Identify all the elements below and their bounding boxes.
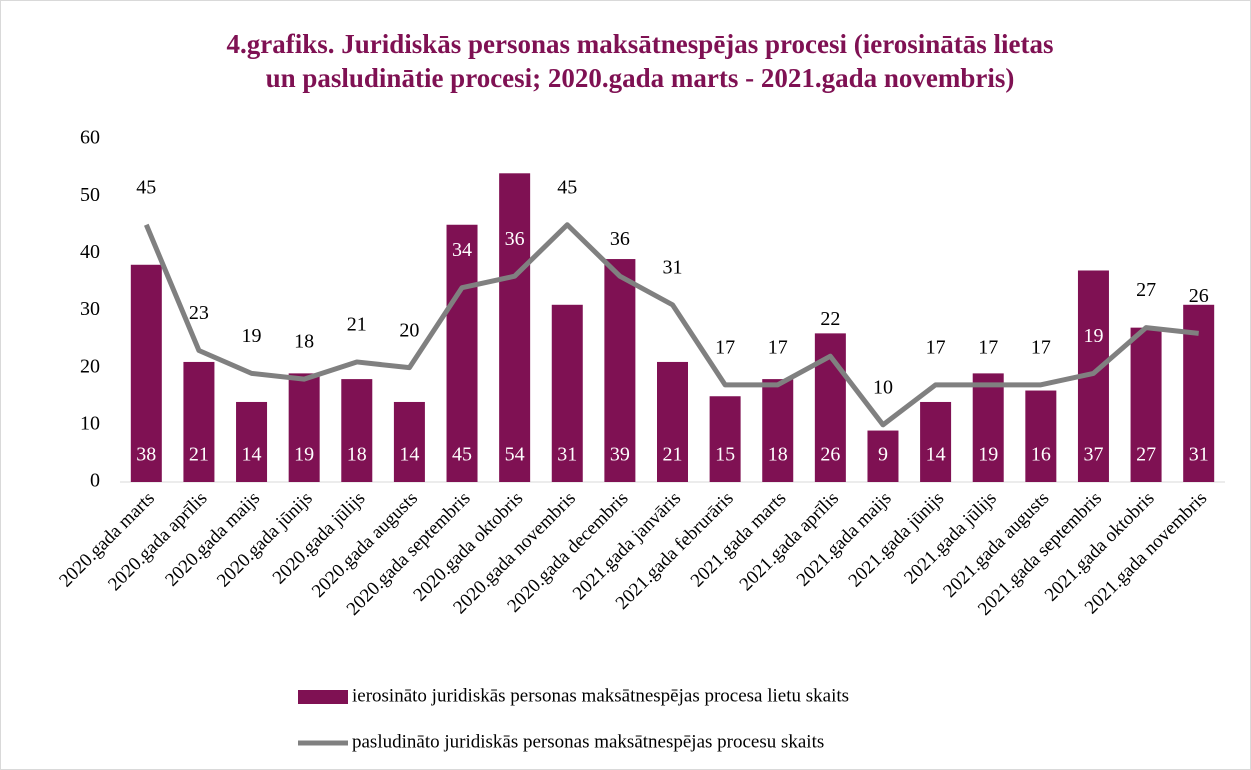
bar — [288, 373, 320, 482]
bar-value-label: 27 — [1136, 444, 1156, 466]
line-value-label: 17 — [768, 336, 788, 358]
line-value-label: 36 — [610, 228, 630, 250]
y-tick-label: 30 — [80, 298, 100, 320]
bar-value-label: 14 — [399, 444, 419, 466]
bar-value-label: 26 — [820, 444, 840, 466]
line-value-label: 20 — [399, 319, 419, 341]
line-value-label: 31 — [663, 256, 683, 278]
bar — [341, 379, 373, 482]
bar — [446, 224, 478, 482]
line-value-label: 17 — [1031, 336, 1051, 358]
bar — [1130, 327, 1162, 482]
bar — [130, 264, 162, 482]
line-value-label: 45 — [557, 176, 577, 198]
line-value-label: 27 — [1136, 279, 1156, 301]
bar-value-label: 21 — [663, 444, 683, 466]
bar-value-label: 19 — [978, 444, 998, 466]
bar-value-label: 21 — [189, 444, 209, 466]
bar — [867, 430, 899, 482]
legend-label: pasludināto juridiskās personas maksātne… — [352, 731, 824, 752]
y-tick-label: 20 — [80, 355, 100, 377]
line-value-label: 17 — [715, 336, 735, 358]
line-value-label: 26 — [1189, 285, 1209, 307]
bar — [762, 379, 794, 482]
line-value-label: 19 — [1083, 325, 1103, 347]
line — [144, 222, 1199, 428]
bar — [236, 401, 268, 482]
bar-value-label: 16 — [1031, 444, 1051, 466]
line-value-label: 45 — [136, 176, 156, 198]
bar-value-label: 31 — [557, 444, 577, 466]
y-tick-label: 60 — [80, 127, 100, 149]
bar-value-label: 18 — [768, 444, 788, 466]
line-value-label: 10 — [873, 376, 893, 398]
y-tick-label: 10 — [80, 412, 100, 434]
legend-swatch — [298, 690, 348, 704]
y-tick-label: 40 — [80, 241, 100, 263]
bar-value-label: 15 — [715, 444, 735, 466]
bar-value-label: 9 — [878, 444, 888, 466]
bar-value-label: 14 — [242, 444, 262, 466]
legend-label: ierosināto juridiskās personas maksātnes… — [352, 685, 849, 706]
line-value-label: 21 — [347, 314, 367, 336]
bar-value-label: 37 — [1083, 444, 1103, 466]
y-tick-label: 50 — [80, 184, 100, 206]
bar-value-label: 14 — [926, 444, 946, 466]
bar — [920, 401, 952, 482]
bar — [551, 304, 583, 482]
bar-value-label: 31 — [1189, 444, 1209, 466]
line-value-label: 22 — [820, 308, 840, 330]
line-value-label: 23 — [189, 302, 209, 324]
line-value-label: 19 — [242, 325, 262, 347]
line-value-label: 36 — [505, 228, 525, 250]
chart-title: 4.grafiks. Juridiskās personas maksātnes… — [226, 29, 1053, 59]
bar-value-label: 18 — [347, 444, 367, 466]
y-tick-label: 0 — [90, 470, 100, 492]
bar-value-label: 54 — [505, 444, 525, 466]
bar — [709, 396, 741, 482]
line-value-label: 18 — [294, 331, 314, 353]
bar-value-label: 39 — [610, 444, 630, 466]
line-value-label: 17 — [978, 336, 998, 358]
bar-value-label: 38 — [136, 444, 156, 466]
bar-value-label: 19 — [294, 444, 314, 466]
bar — [499, 173, 531, 483]
line-value-label: 17 — [926, 336, 946, 358]
bar — [657, 361, 688, 482]
bar — [393, 401, 425, 482]
bar — [972, 373, 1004, 482]
bar — [183, 361, 215, 482]
bar — [604, 259, 636, 482]
line-value-label: 34 — [452, 239, 472, 261]
bar — [1025, 390, 1057, 482]
chart-subtitle: un pasludinātie procesi; 2020.gada marts… — [266, 63, 1015, 93]
bar-value-label: 45 — [452, 444, 472, 466]
